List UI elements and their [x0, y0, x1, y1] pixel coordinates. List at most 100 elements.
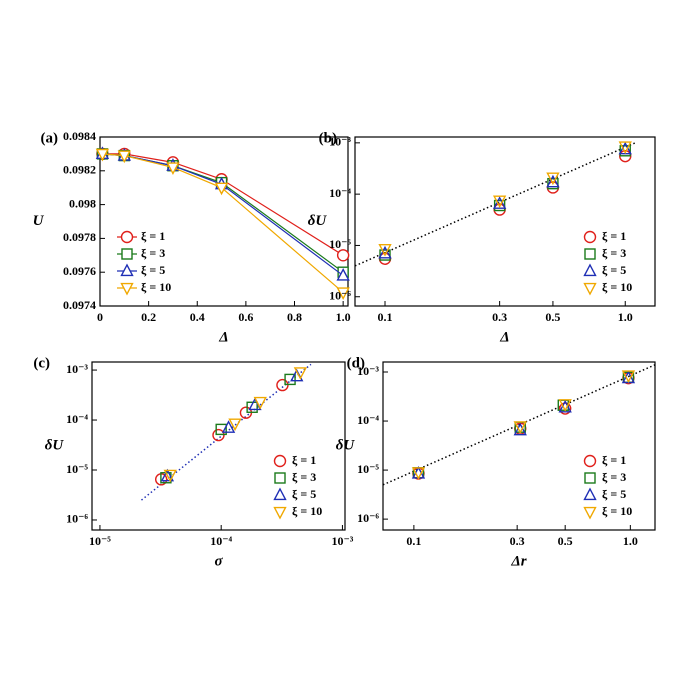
panel-label: (b) [319, 130, 337, 146]
x-tick-label: 10⁻³ [331, 534, 353, 548]
x-tick-label: 0.3 [492, 310, 507, 324]
data-point [558, 399, 572, 412]
legend-label: ξ = 5 [602, 487, 626, 501]
legend-label: ξ = 3 [602, 470, 626, 484]
y-tick-label: 10⁻⁶ [66, 512, 88, 526]
legend-marker [583, 487, 597, 501]
legend-label: ξ = 10 [141, 280, 171, 294]
x-tick-label: 0.4 [190, 310, 205, 324]
y-tick-label: 0.0978 [63, 230, 96, 244]
legend-marker [584, 472, 596, 484]
data-point [160, 468, 175, 482]
y-tick-label: 10⁻⁶ [357, 511, 379, 525]
legend-label: ξ = 1 [602, 453, 626, 467]
x-axis-label: Δ [218, 329, 228, 345]
legend-label: ξ = 5 [292, 487, 316, 501]
data-point [336, 287, 350, 301]
x-axis-label: σ [214, 553, 223, 569]
data-point [163, 469, 177, 483]
x-tick-label: 0.1 [378, 310, 393, 324]
legend-label: ξ = 10 [602, 280, 632, 294]
data-point [246, 401, 258, 413]
legend-marker [273, 454, 287, 468]
plot-frame [354, 136, 656, 307]
data-point [492, 195, 507, 209]
y-tick-label: 10⁻³ [329, 135, 351, 149]
data-point [253, 396, 267, 410]
plot-frame [382, 361, 656, 531]
legend-marker [120, 230, 134, 244]
x-tick-label: 0.6 [238, 310, 253, 324]
y-tick-label: 10⁻⁴ [329, 186, 351, 200]
y-tick-label: 0.0984 [63, 129, 96, 143]
data-point [336, 268, 350, 281]
legend-label: ξ = 5 [141, 263, 165, 277]
legend-marker [583, 454, 597, 468]
legend-marker [273, 487, 287, 501]
x-tick-label: 0.5 [558, 534, 573, 548]
data-point [215, 423, 227, 436]
data-point [336, 249, 350, 262]
y-axis-label: δU [45, 437, 65, 453]
y-tick-label: 0.0974 [63, 298, 96, 312]
legend-label: ξ = 3 [602, 246, 626, 260]
legend-marker [120, 263, 134, 277]
y-tick-label: 10⁻⁵ [357, 462, 379, 476]
data-point [492, 196, 507, 209]
panel-label: (a) [41, 130, 59, 146]
y-tick-label: 10⁻³ [66, 362, 88, 376]
legend-label: ξ = 3 [292, 470, 316, 484]
data-point [228, 418, 242, 432]
x-tick-label: 0.8 [287, 310, 302, 324]
data-point [547, 177, 559, 190]
y-axis-label: δU [308, 213, 328, 229]
y-tick-label: 0.0976 [63, 264, 96, 278]
data-point [513, 421, 527, 434]
fit-line [382, 364, 656, 486]
x-axis-label: Δr [510, 553, 526, 569]
legend-label: ξ = 3 [141, 246, 165, 260]
legend-marker [583, 263, 597, 277]
x-tick-label: 0 [97, 310, 103, 324]
legend-marker [583, 506, 597, 520]
legend-label: ξ = 1 [292, 453, 316, 467]
legend-marker [274, 472, 286, 484]
x-tick-label: 0.1 [406, 534, 421, 548]
data-point [558, 402, 572, 415]
data-point [619, 145, 631, 157]
legend-marker [584, 248, 596, 260]
data-point [284, 373, 296, 386]
data-point [166, 162, 180, 175]
x-tick-label: 1.0 [336, 310, 351, 324]
y-tick-label: 0.098 [69, 196, 96, 210]
y-tick-label: 10⁻⁵ [329, 237, 351, 251]
legend-marker [583, 230, 597, 244]
plot-frame [99, 136, 349, 307]
y-tick-label: 10⁻³ [357, 364, 379, 378]
data-point [513, 422, 527, 436]
panel-label: (c) [33, 355, 50, 371]
legend-label: ξ = 10 [292, 504, 322, 518]
x-tick-label: 10⁻⁴ [210, 534, 232, 548]
plot-frame [91, 361, 346, 531]
y-tick-label: 10⁻⁶ [329, 288, 351, 302]
data-point [621, 370, 636, 384]
x-tick-label: 1.0 [618, 310, 633, 324]
x-tick-label: 10⁻⁵ [89, 534, 111, 548]
y-axis-label: δU [336, 437, 356, 453]
data-point [546, 172, 560, 186]
data-point [379, 249, 391, 261]
data-point [411, 467, 426, 480]
legend-marker [121, 248, 133, 260]
data-point [214, 182, 229, 196]
y-tick-label: 10⁻⁴ [357, 413, 379, 427]
legend-label: ξ = 1 [602, 229, 626, 243]
legend-marker [273, 506, 287, 520]
panel-label: (d) [347, 355, 365, 371]
data-point [618, 141, 632, 155]
data-point [293, 367, 308, 380]
data-point [117, 150, 131, 164]
data-point [378, 245, 392, 259]
legend-marker [583, 282, 597, 296]
